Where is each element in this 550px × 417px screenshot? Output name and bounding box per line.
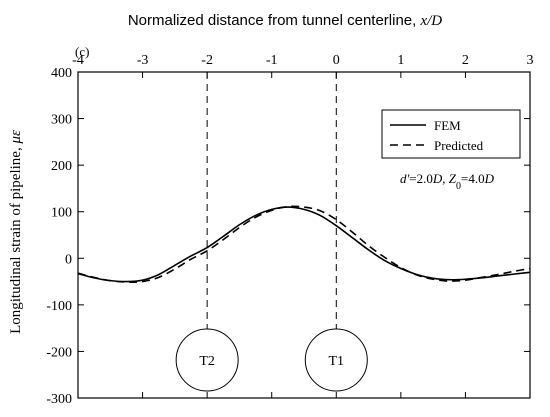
annotation-part: Z — [449, 171, 457, 186]
series-line-fem — [78, 206, 530, 283]
tunnel-circle-t1 — [304, 328, 368, 392]
x-tick-label: 0 — [333, 53, 340, 68]
panel-label: (c) — [75, 44, 89, 59]
x-tick-label: -4 — [72, 53, 84, 68]
annotation-part: 0 — [456, 181, 461, 192]
annotation-part: D — [432, 171, 443, 186]
legend-box — [381, 109, 521, 159]
x-tick-label: -3 — [137, 53, 149, 68]
annotation-part: =4.0 — [461, 171, 485, 186]
annotation-part: d' — [400, 171, 410, 186]
top-x-axis-title: Normalized distance from tunnel centerli… — [128, 12, 442, 29]
tunnel-circle-t2 — [175, 328, 239, 392]
parameter-annotation: d'=2.0D, Z0=4.0D — [400, 171, 495, 192]
x-tick-label: -2 — [201, 53, 213, 68]
legend-label-fem: FEM — [434, 118, 461, 133]
x-tick-label: 1 — [397, 53, 404, 68]
annotation-part: , — [442, 171, 449, 186]
plot-frame — [77, 71, 531, 399]
y-tick-label: 200 — [51, 159, 72, 174]
annotation-part: D — [484, 171, 495, 186]
plot-area: T2 T1 — [78, 72, 530, 392]
legend: FEM Predicted — [381, 109, 521, 159]
annotation: d'=2.0D, Z0=4.0D — [400, 171, 495, 192]
top-x-axis-title-var: x/D — [419, 13, 442, 29]
y-axis-title: Longitudinal strain of pipeline, με — [8, 130, 24, 334]
tunnel-label-t1: T1 — [329, 354, 345, 369]
y-tick-label: 100 — [51, 206, 72, 221]
y-tick-label: 300 — [51, 113, 72, 128]
tunnel-label-t2: T2 — [199, 354, 215, 369]
annotation-part: =2.0 — [409, 171, 433, 186]
y-tick-label: 0 — [65, 252, 72, 267]
y-axis-title-var: με — [8, 130, 24, 145]
top-x-axis-title-text: Normalized distance from tunnel centerli… — [128, 12, 421, 29]
y-axis-title-text: Longitudinal strain of pipeline, — [8, 144, 24, 334]
y-tick-label: 400 — [51, 66, 72, 81]
y-tick-label: -200 — [46, 345, 72, 360]
series-line-predicted — [78, 205, 530, 283]
y-tick-label: -100 — [46, 299, 72, 314]
legend-label-predicted: Predicted — [434, 138, 484, 153]
x-tick-label: 3 — [527, 53, 534, 68]
axes: -4 -3 -2 -1 0 1 2 3 -300 -200 -100 0 100 200 300 400 — [46, 53, 533, 407]
x-tick-label: -1 — [266, 53, 278, 68]
x-tick-label: 2 — [462, 53, 469, 68]
y-tick-label: -300 — [46, 392, 72, 407]
